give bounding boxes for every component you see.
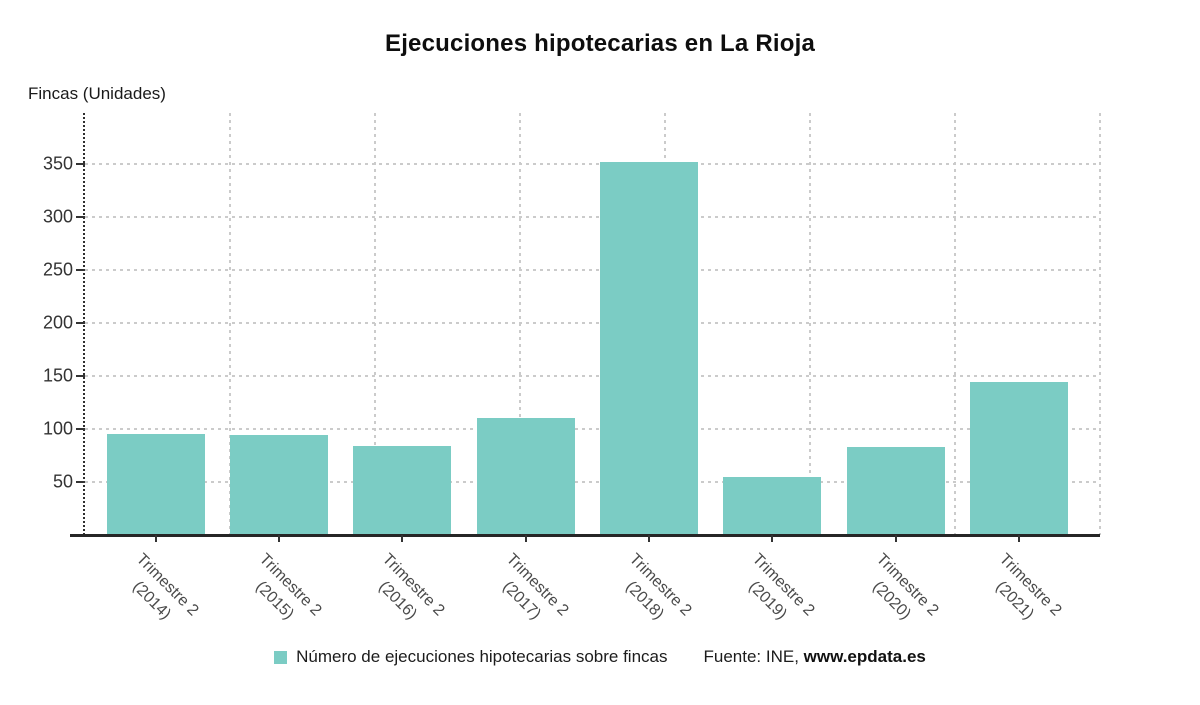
y-tick-mark (76, 162, 85, 165)
source-prefix: Fuente: INE, (703, 647, 799, 666)
y-tick-label: 200 (42, 312, 73, 333)
x-tick-mark (771, 535, 774, 542)
gridline-horizontal (85, 215, 1100, 218)
x-tick-label: Trimestre 2 (2019) (745, 550, 818, 623)
x-tick-label: Trimestre 2 (2016) (375, 550, 448, 623)
x-tick-label: Trimestre 2 (2014) (129, 550, 202, 623)
x-axis-line (70, 534, 1100, 537)
bar-2015 (230, 435, 328, 535)
bar-2017 (476, 418, 575, 535)
x-tick-mark (1017, 535, 1020, 542)
gridline-vertical (519, 113, 521, 535)
x-tick-mark (401, 535, 404, 542)
legend-row: Número de ejecuciones hipotecarias sobre… (0, 647, 1200, 667)
y-axis-title: Fincas (Unidades) (28, 84, 166, 103)
gridline-vertical (954, 113, 956, 535)
gridline-vertical (1099, 113, 1101, 535)
y-tick-label: 50 (52, 471, 73, 492)
x-tick-label: Trimestre 2 (2020) (869, 550, 942, 623)
x-tick-mark (154, 535, 157, 542)
source-site-link[interactable]: www.epdata.es (803, 647, 926, 666)
chart-title: Ejecuciones hipotecarias en La Rioja (384, 30, 815, 57)
gridline-horizontal (85, 480, 1100, 483)
y-tick-label: 300 (42, 206, 73, 227)
y-tick-label: 250 (42, 259, 73, 280)
gridline-horizontal (85, 321, 1100, 324)
x-tick-mark (524, 535, 527, 542)
legend-swatch-icon (274, 650, 288, 664)
legend-label: Número de ejecuciones hipotecarias sobre… (296, 647, 668, 666)
y-tick-mark (76, 427, 85, 430)
bar-2020 (846, 447, 945, 535)
y-tick-mark (76, 215, 85, 218)
gridline-horizontal (85, 162, 1100, 165)
gridline-horizontal (85, 427, 1100, 430)
gridline-horizontal (85, 268, 1100, 271)
y-tick-mark (76, 268, 85, 271)
legend-item[interactable]: Número de ejecuciones hipotecarias sobre… (274, 647, 668, 667)
y-tick-label: 150 (42, 365, 73, 386)
gridline-vertical (809, 113, 811, 535)
x-tick-label: Trimestre 2 (2017) (499, 550, 572, 623)
x-tick-mark (278, 535, 280, 542)
x-tick-mark (894, 535, 897, 542)
y-tick-label: 350 (42, 153, 73, 174)
y-tick-mark (76, 321, 85, 324)
x-tick-label: Trimestre 2 (2018) (622, 550, 695, 623)
y-tick-mark (76, 374, 85, 377)
plot-area (83, 113, 1101, 535)
bar-2018 (599, 161, 698, 535)
gridline-vertical (229, 113, 231, 535)
bar-2016 (353, 445, 452, 535)
source-attribution: Fuente: INE, www.epdata.es (704, 647, 926, 667)
x-tick-label: Trimestre 2 (2021) (992, 550, 1065, 623)
bar-2021 (969, 382, 1068, 535)
x-tick-mark (647, 535, 650, 542)
y-tick-mark (76, 480, 85, 483)
y-axis-line (83, 113, 85, 535)
y-tick-label: 100 (42, 418, 73, 439)
x-tick-label: Trimestre 2 (2015) (252, 550, 325, 623)
gridline-vertical (374, 113, 376, 535)
bar-2019 (723, 476, 822, 535)
bar-2014 (106, 434, 205, 535)
gridline-horizontal (85, 374, 1100, 377)
